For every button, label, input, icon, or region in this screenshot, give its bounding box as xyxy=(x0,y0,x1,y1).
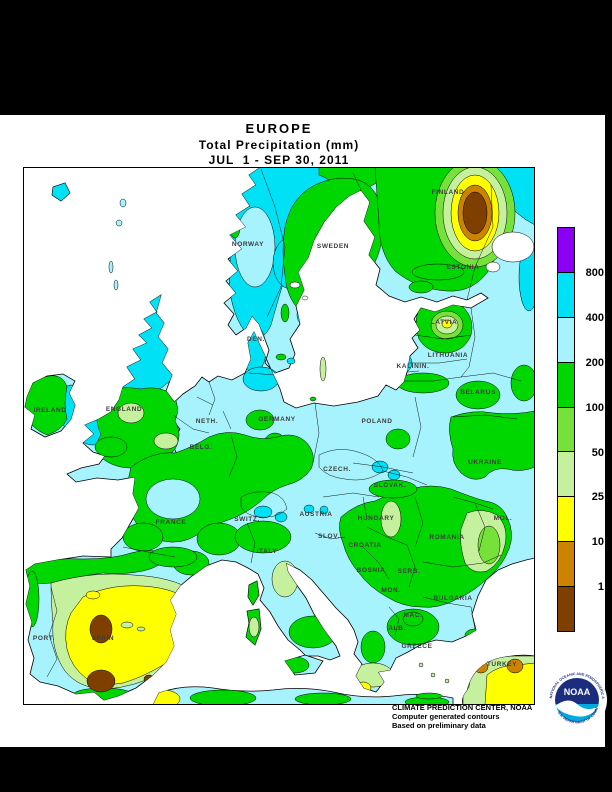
country-label: BOSNIA xyxy=(357,567,386,574)
country-labels: NORWAY SWEDEN FINLAND ESTONIA LATVIA LITHUANI… xyxy=(33,189,517,668)
country-label: POLAND xyxy=(361,418,392,425)
country-label: LATVIA xyxy=(431,319,458,326)
country-label: TURKEY xyxy=(487,661,517,668)
legend-block xyxy=(557,227,575,273)
legend-block xyxy=(557,541,575,588)
country-label: BELARUS xyxy=(460,389,496,396)
map-page: EUROPE Total Precipitation (mm) JUL 1 - … xyxy=(0,115,607,747)
country-label: MOL. xyxy=(494,515,513,522)
legend-tick: 25 xyxy=(591,491,604,504)
country-label: MAC. xyxy=(403,612,422,619)
country-label: SLOVAK. xyxy=(374,482,407,489)
country-label: NETH. xyxy=(196,418,219,425)
noaa-logo: NOAA NATIONAL OCEANIC AND ATMOSPHERIC AD… xyxy=(544,664,607,730)
country-label: BULGARIA xyxy=(433,595,472,602)
country-label: FRANCE xyxy=(156,519,187,526)
legend-block xyxy=(557,451,575,498)
legend-tick: 200 xyxy=(585,356,604,369)
europe-precipitation-map: NORWAY SWEDEN FINLAND ESTONIA LATVIA LITHUANI… xyxy=(23,166,536,706)
country-label: BELG. xyxy=(190,444,213,451)
legend-block xyxy=(557,361,575,408)
legend-block xyxy=(557,406,575,453)
page-subtitle: Total Precipitation (mm) xyxy=(198,138,360,152)
country-label: FINLAND xyxy=(432,189,465,196)
country-label: ENGLAND xyxy=(106,406,142,413)
legend-block xyxy=(557,586,575,633)
country-label: IRELAND xyxy=(33,407,66,414)
legend-tick: 10 xyxy=(591,536,604,549)
legend-block xyxy=(557,496,575,543)
legend-block xyxy=(557,271,575,318)
country-label: GERMANY xyxy=(258,416,295,423)
seagull-icon xyxy=(555,700,599,717)
attribution-source: CLIMATE PREDICTION CENTER, NOAA xyxy=(392,703,533,712)
islands xyxy=(108,198,450,700)
map-frame xyxy=(23,167,535,705)
country-label: SLOV. xyxy=(318,533,340,540)
date-range: JUL 1 - SEP 30, 2011 xyxy=(208,153,350,167)
country-label: ITALY xyxy=(257,548,278,555)
legend-block xyxy=(557,316,575,363)
legend-tick: 100 xyxy=(585,401,604,414)
attribution-method: Computer generated contours xyxy=(392,712,500,721)
country-label: DEN. xyxy=(247,336,265,343)
attribution-block: CLIMATE PREDICTION CENTER, NOAA Computer… xyxy=(392,703,532,730)
country-label: NORWAY xyxy=(232,241,264,248)
country-label: LITHUANIA xyxy=(428,352,468,359)
country-label: UKRAINE xyxy=(468,459,502,466)
logo-noaa-text: NOAA xyxy=(564,687,591,697)
country-label: MON. xyxy=(381,587,400,594)
country-label: SWEDEN xyxy=(317,243,349,250)
country-label: ALB. xyxy=(388,625,406,632)
legend-tick: 50 xyxy=(591,446,604,459)
legend-tick: 1 xyxy=(597,581,604,594)
country-label: ESTONIA xyxy=(447,264,480,271)
lakes xyxy=(289,231,535,301)
legend-tick: 400 xyxy=(585,311,604,324)
country-label: CROATIA xyxy=(348,542,381,549)
legend-tick: 800 xyxy=(585,266,604,279)
country-label: KALININ. xyxy=(397,363,430,370)
country-label: AUSTRIA xyxy=(299,511,332,518)
page-title: EUROPE xyxy=(245,121,313,136)
country-label: ROMANIA xyxy=(429,534,464,541)
attribution-note: Based on preliminary data xyxy=(392,721,486,730)
country-label: SWITZ. xyxy=(234,516,260,523)
title-block: EUROPE Total Precipitation (mm) JUL 1 - … xyxy=(0,121,558,167)
map-canvas: NORWAY SWEDEN FINLAND ESTONIA LATVIA LITHUANI… xyxy=(23,166,536,706)
country-borders xyxy=(46,168,522,678)
country-label: SPAIN xyxy=(92,635,114,642)
country-label: GREECE xyxy=(401,643,432,650)
precipitation-legend xyxy=(557,227,575,633)
country-label: CZECH. xyxy=(323,466,351,473)
country-label: HUNGARY xyxy=(358,515,395,522)
country-label: PORT. xyxy=(33,635,55,642)
country-label: SERB. xyxy=(398,568,421,575)
